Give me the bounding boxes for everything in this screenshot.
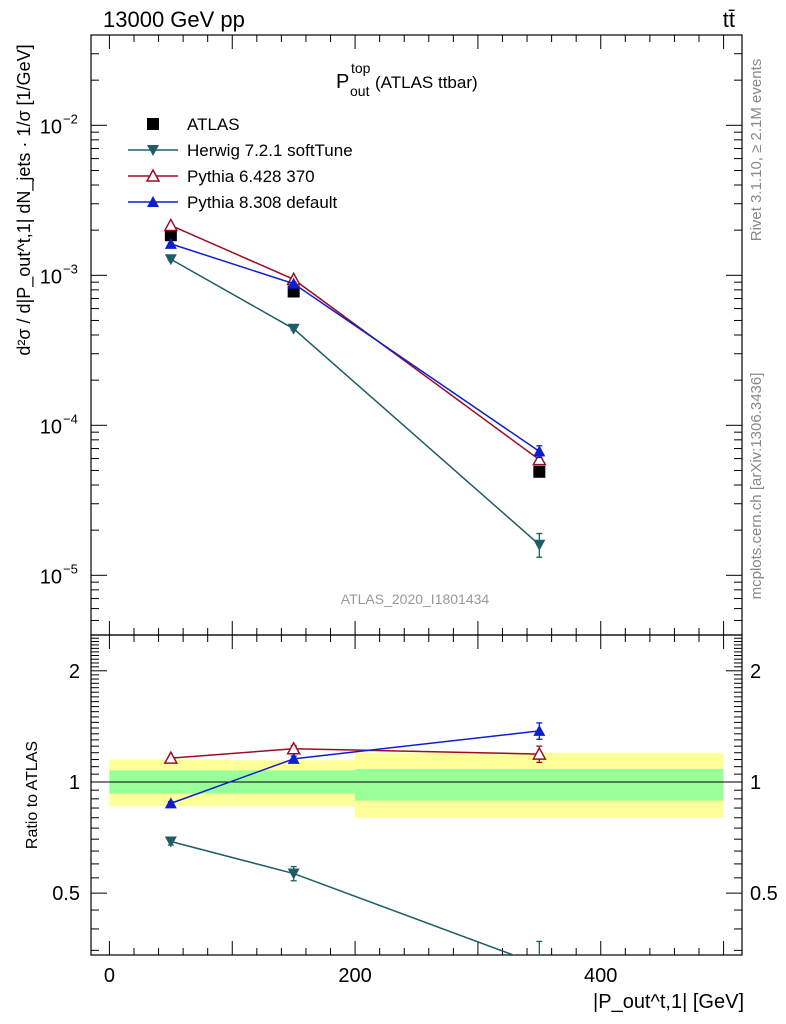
ratio-series-herwig-7-2-1-softtune xyxy=(164,836,545,971)
ratio-band-green xyxy=(355,768,724,801)
main-point xyxy=(287,277,300,289)
xlabel-text: |P_out^t,1| [GeV] xyxy=(593,991,744,1013)
main-point xyxy=(533,445,546,457)
main-y-tick-exponent: −2 xyxy=(63,111,78,126)
svg-text:P: P xyxy=(336,71,349,93)
main-point xyxy=(164,254,177,266)
legend-marker xyxy=(147,118,159,130)
main-series-herwig-7-2-1-softtune xyxy=(164,254,546,558)
legend-item-pythia-8-308-default: Pythia 8.308 default xyxy=(128,193,338,212)
main-point xyxy=(533,465,546,478)
main-line xyxy=(170,258,540,546)
process-label: tt̄ xyxy=(723,7,735,32)
main-ylabel: d²σ / d|P_out^t,1| dN_jets · 1/σ [1/GeV] xyxy=(14,44,35,355)
legend-item-pythia-6-428-370: Pythia 6.428 370 xyxy=(128,167,315,186)
ratio-y-tick-label-right: 1 xyxy=(750,772,761,794)
ratio-point xyxy=(532,746,547,760)
x-tick-label: 0 xyxy=(104,965,115,987)
legend-marker xyxy=(145,168,161,182)
legend-marker xyxy=(147,196,159,207)
ratio-ylabel: Ratio to ATLAS xyxy=(24,741,41,849)
ratio-series-pythia-6-428-370 xyxy=(163,741,547,764)
ratio-series-pythia-8-308-default xyxy=(164,722,546,809)
legend-item-herwig-7-2-1-softtune: Herwig 7.2.1 softTune xyxy=(128,141,353,160)
ratio-point xyxy=(533,960,545,971)
main-point xyxy=(287,323,300,335)
main-line xyxy=(170,224,540,461)
ratio-point xyxy=(164,836,177,848)
main-series xyxy=(163,217,547,558)
ratio-series xyxy=(163,722,547,971)
ratio-y-tick-label-right: 2 xyxy=(750,661,761,683)
x-axis-label: |P_out^t,1| [GeV] xyxy=(593,991,744,1013)
ratio-point xyxy=(533,724,546,736)
ratio-point xyxy=(287,868,300,880)
title-sub: out xyxy=(350,83,370,99)
main-y-tick-exponent: −3 xyxy=(63,261,78,276)
title-sup: top xyxy=(351,60,371,76)
legend-label: Pythia 8.308 default xyxy=(187,193,338,212)
main-line xyxy=(170,243,540,453)
legend-label: Herwig 7.2.1 softTune xyxy=(187,141,353,160)
main-y-tick-exponent: −4 xyxy=(63,411,78,426)
main-y-tick-label: 10 xyxy=(40,116,62,138)
ratio-y-tick-label-right: 0.5 xyxy=(750,883,778,905)
main-point xyxy=(164,237,177,249)
main-point xyxy=(164,229,177,242)
ratio-y-tick-label: 0.5 xyxy=(52,883,80,905)
legend-marker xyxy=(147,145,159,156)
main-series-pythia-8-308-default xyxy=(164,237,546,459)
energy-label: 13000 GeV pp xyxy=(103,7,245,32)
main-y-tick-exponent: −5 xyxy=(63,561,78,576)
legend: ATLAS Herwig 7.2.1 softTune Pythia 6.428 3… xyxy=(128,115,353,212)
ratio-point xyxy=(164,797,177,809)
rivet-label: Rivet 3.1.10, ≥ 2.1M events xyxy=(748,59,765,242)
ratio-point xyxy=(287,752,300,764)
ratio-bands xyxy=(91,752,742,818)
legend-item-atlas: ATLAS xyxy=(147,115,240,134)
plot-title: P top out (ATLAS ttbar) xyxy=(336,60,478,99)
mcplots-label: mcplots.cern.ch [arXiv:1306.3436] xyxy=(748,373,765,600)
main-point xyxy=(532,452,547,466)
main-series-atlas xyxy=(164,229,546,478)
main-y-tick-label: 10 xyxy=(40,266,62,288)
title-rest: (ATLAS ttbar) xyxy=(375,73,478,92)
ratio-point xyxy=(163,750,179,764)
main-point xyxy=(533,539,546,551)
ratio-frame xyxy=(90,634,743,956)
main-y-tick-label: 10 xyxy=(40,566,62,588)
legend-label: Pythia 6.428 370 xyxy=(187,167,315,186)
ratio-y-tick-label: 2 xyxy=(69,661,80,683)
main-series-pythia-6-428-370 xyxy=(163,217,547,466)
x-tick-label: 200 xyxy=(338,965,371,987)
analysis-tag: ATLAS_2020_I1801434 xyxy=(341,591,490,607)
x-tick-label: 400 xyxy=(584,965,617,987)
legend-label: ATLAS xyxy=(187,115,240,134)
title-base: P xyxy=(336,71,349,93)
main-y-tick-label: 10 xyxy=(40,416,62,438)
ratio-y-tick-label: 1 xyxy=(69,772,80,794)
main-point xyxy=(163,217,179,232)
